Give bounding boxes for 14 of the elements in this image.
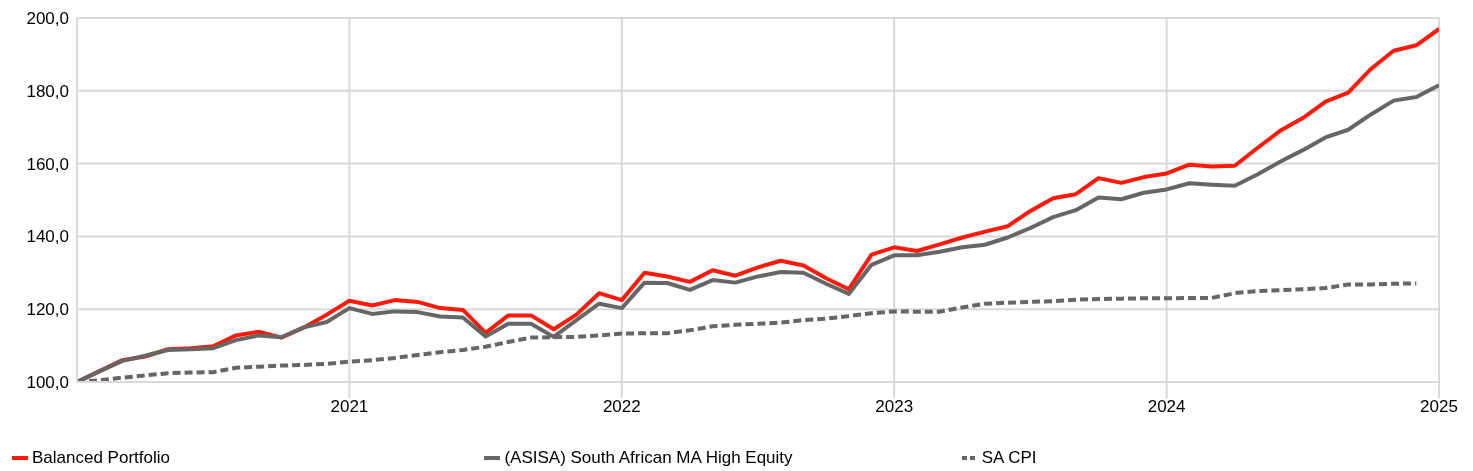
- y-tick-label: 100,0: [26, 373, 69, 393]
- y-tick-label: 200,0: [26, 9, 69, 29]
- x-tick-label: 2024: [1147, 397, 1186, 417]
- x-tick-label: 2025: [1420, 397, 1458, 417]
- legend-label: (ASISA) South African MA High Equity: [504, 448, 793, 468]
- x-tick-label: 2023: [875, 397, 914, 417]
- y-tick-label: 180,0: [26, 81, 69, 101]
- legend-label: Balanced Portfolio: [32, 448, 170, 468]
- legend-label: SA CPI: [981, 448, 1037, 468]
- y-tick-label: 160,0: [26, 154, 69, 174]
- y-tick-label: 120,0: [26, 300, 69, 320]
- x-tick-label: 2022: [602, 397, 641, 417]
- x-tick-label: 2021: [330, 397, 369, 417]
- y-tick-label: 140,0: [26, 227, 69, 247]
